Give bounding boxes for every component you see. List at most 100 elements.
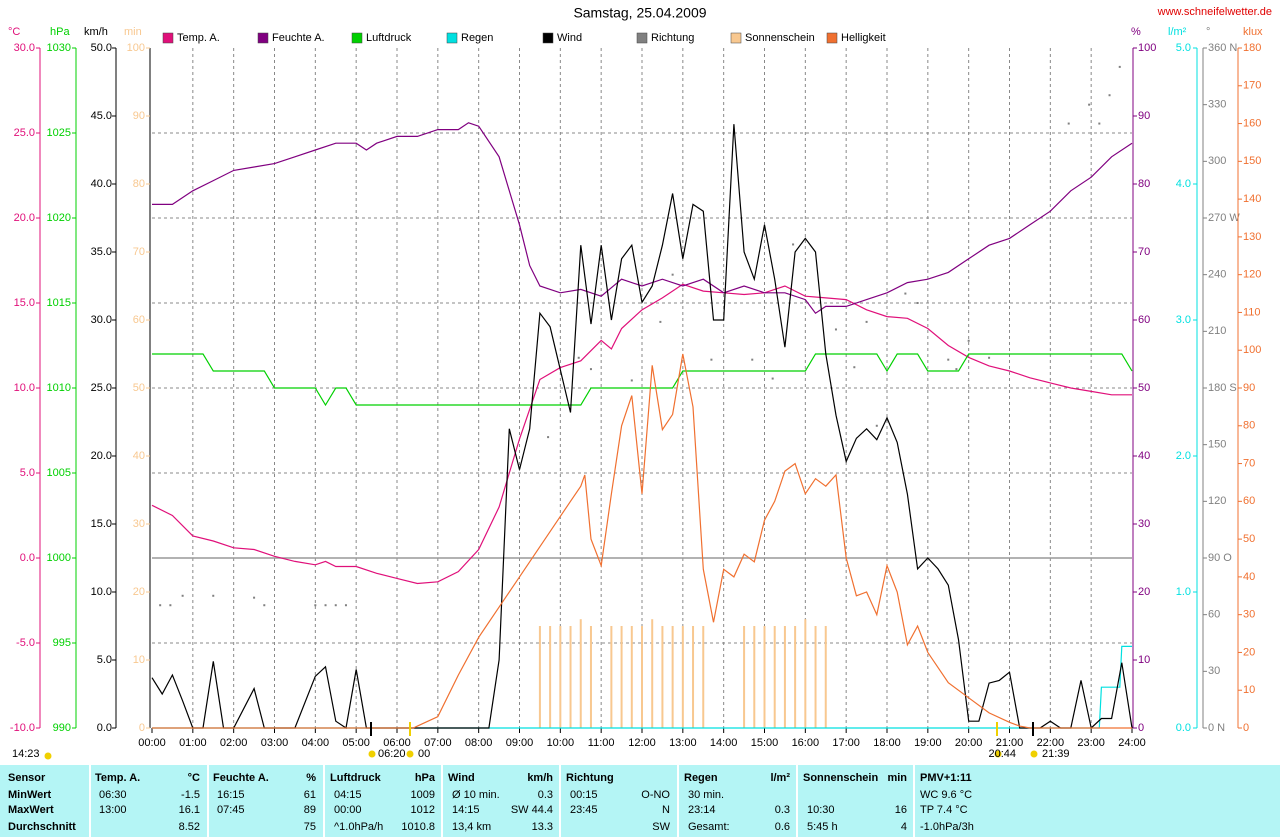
direction-dot [547,436,550,439]
series-line [152,353,1133,407]
direction-dot [169,604,172,607]
direction-dot [159,604,162,607]
y-tick-label: 330 [1208,99,1226,111]
axis-unit: °C [8,26,20,38]
x-tick-label: 21:00 [996,737,1024,749]
sunshine-bar [783,626,786,728]
y-tick-label: 40 [1243,571,1255,583]
series-line [152,645,1132,729]
table-cell: 4 [901,821,907,833]
x-tick-label: 22:00 [1037,737,1065,749]
y-tick-label: 240 [1208,269,1226,281]
y-tick-label: 140 [1243,193,1261,205]
y-tick-label: 120 [1208,495,1226,507]
direction-dot [865,320,868,323]
x-tick-label: 16:00 [792,737,820,749]
axis-unit: % [1131,26,1141,38]
sunshine-bar [702,626,705,728]
y-tick-label: 90 [1138,110,1150,122]
sunshine-bar [671,626,674,728]
table-cell: N [662,804,670,816]
table-cell: 0.3 [538,789,553,801]
x-tick-label: 17:00 [832,737,860,749]
table-cell: 16:15 [217,789,245,801]
sunshine-bar [620,626,623,728]
table-cell: 10:30 [807,804,835,816]
y-tick-label: 30.0 [14,42,35,54]
series-line [151,124,1133,730]
table-cell: 13.3 [532,821,553,833]
y-tick-label: 80 [133,178,145,190]
sun-icon [994,750,1002,758]
direction-dot [955,368,958,371]
legend-swatch [730,32,742,44]
y-tick-label: 30 [1138,518,1150,530]
table-header: Sonnenschein [803,772,878,784]
sunshine-bar [630,626,633,728]
series-line [152,122,1133,315]
table-unit: hPa [415,772,436,784]
legend-label: Feuchte A. [272,32,325,44]
direction-dot [671,273,674,276]
direction-dot [181,594,184,597]
table-header: Sensor [8,772,46,784]
y-tick-label: 25.0 [14,127,35,139]
table-cell: Gesamt: [688,821,730,833]
y-tick-label: 20 [133,586,145,598]
x-tick-label: 09:00 [506,737,534,749]
x-tick-label: 08:00 [465,737,493,749]
x-tick-label: 02:00 [220,737,248,749]
y-tick-label: 0 N [1208,722,1225,734]
table-cell: 1010.8 [401,821,435,833]
table-cell: -1.0hPa/3h [920,821,974,833]
sun-icon [406,750,414,758]
legend-label: Helligkeit [841,32,886,44]
y-tick-label: 15.0 [14,297,35,309]
direction-dot [875,424,878,427]
x-tick-label: 05:00 [342,737,370,749]
y-tick-label: 70 [133,246,145,258]
x-tick-label: 12:00 [628,737,656,749]
table-cell: O-NO [641,789,670,801]
time-label: 20:44 [988,748,1016,760]
y-tick-label: 60 [1243,495,1255,507]
direction-dot [947,358,950,361]
direction-dot [1067,122,1070,125]
y-tick-label: 90 [1243,382,1255,394]
y-tick-label: 70 [1243,457,1255,469]
axis-unit: min [124,26,142,38]
table-cell: -1.5 [181,789,200,801]
y-tick-label: -10.0 [10,722,35,734]
y-tick-label: 10 [1243,684,1255,696]
y-tick-label: 2.0 [1176,450,1191,462]
y-tick-label: 50 [1138,382,1150,394]
x-tick-label: 00:00 [138,737,166,749]
direction-dot [751,358,754,361]
y-tick-label: 150 [1208,439,1226,451]
y-tick-label: 50.0 [91,42,112,54]
y-tick-label: 100 [1243,344,1261,356]
table-header: PMV+1:11 [920,772,972,784]
y-tick-label: 110 [1243,306,1261,318]
y-tick-label: 1.0 [1176,586,1191,598]
table-cell: 89 [304,804,316,816]
y-tick-label: 10 [133,654,145,666]
direction-dot [834,328,837,331]
y-tick-label: 50 [133,382,145,394]
table-cell: 07:45 [217,804,245,816]
y-tick-label: 10.0 [14,382,35,394]
y-tick-label: 0.0 [1176,722,1191,734]
direction-dot [1108,94,1111,97]
y-tick-label: 60 [1138,314,1150,326]
y-tick-label: 50 [1243,533,1255,545]
x-tick-label: 14:00 [710,737,738,749]
summary-background [0,765,1280,837]
y-tick-label: 20 [1138,586,1150,598]
y-tick-label: 210 [1208,325,1226,337]
table-unit: °C [188,772,200,784]
series-line [151,283,1132,585]
sunshine-bar [753,626,756,728]
legend-label: Luftdruck [366,32,412,44]
table-unit: l/m² [770,772,790,784]
